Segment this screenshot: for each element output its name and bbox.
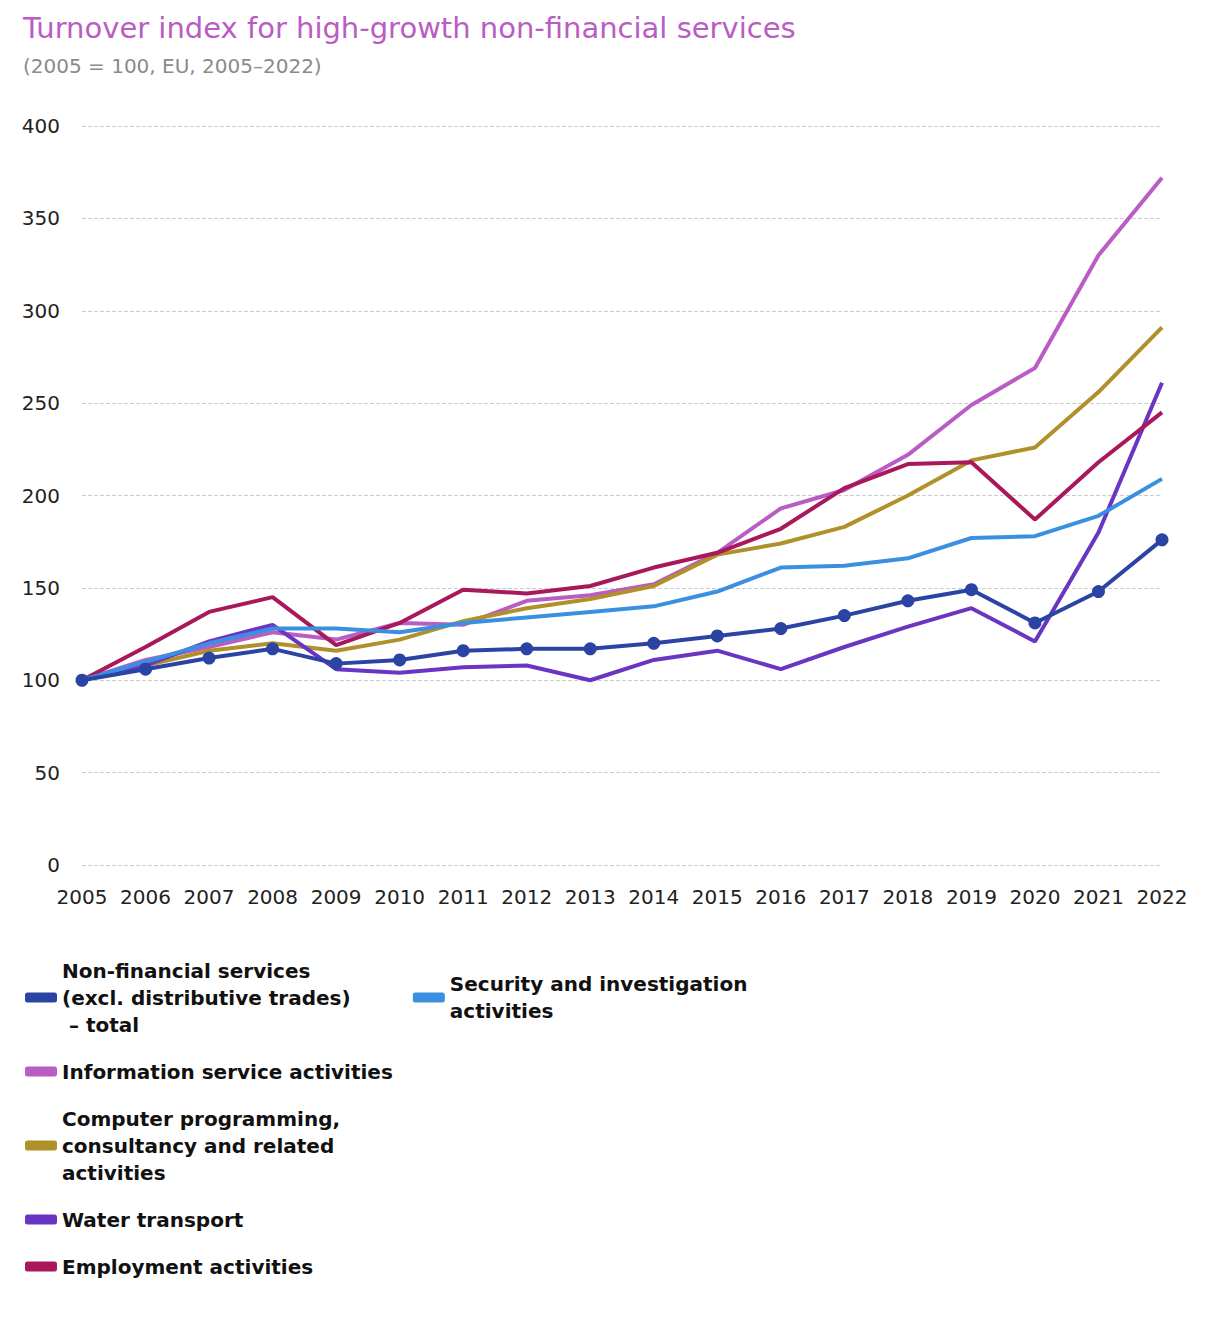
- svg-text:2005: 2005: [57, 885, 108, 909]
- svg-text:2017: 2017: [819, 885, 870, 909]
- svg-text:300: 300: [22, 299, 60, 323]
- svg-text:(excl. distributive trades): (excl. distributive trades): [62, 986, 351, 1010]
- svg-text:Computer programming,: Computer programming,: [62, 1107, 340, 1131]
- svg-text:50: 50: [35, 761, 60, 785]
- svg-text:consultancy and related: consultancy and related: [62, 1134, 334, 1158]
- svg-text:2014: 2014: [628, 885, 679, 909]
- svg-text:activities: activities: [62, 1161, 166, 1185]
- svg-text:2007: 2007: [184, 885, 235, 909]
- svg-text:Water transport: Water transport: [62, 1208, 244, 1232]
- svg-text:– total: – total: [62, 1013, 139, 1037]
- svg-text:Turnover index for high-growth: Turnover index for high-growth non-finan…: [22, 11, 796, 45]
- svg-text:2020: 2020: [1009, 885, 1060, 909]
- svg-text:2021: 2021: [1073, 885, 1124, 909]
- svg-text:0: 0: [47, 853, 60, 877]
- svg-text:Employment activities: Employment activities: [62, 1255, 313, 1279]
- svg-text:2009: 2009: [311, 885, 362, 909]
- svg-text:2012: 2012: [501, 885, 552, 909]
- svg-text:2018: 2018: [882, 885, 933, 909]
- svg-text:400: 400: [22, 114, 60, 138]
- svg-text:200: 200: [22, 484, 60, 508]
- svg-text:350: 350: [22, 206, 60, 230]
- svg-text:(2005 = 100, EU, 2005–2022): (2005 = 100, EU, 2005–2022): [23, 54, 322, 78]
- svg-text:2016: 2016: [755, 885, 806, 909]
- svg-text:250: 250: [22, 391, 60, 415]
- svg-text:activities: activities: [450, 999, 554, 1023]
- svg-text:2011: 2011: [438, 885, 489, 909]
- svg-text:150: 150: [22, 576, 60, 600]
- svg-text:Non-financial services: Non-financial services: [62, 959, 310, 983]
- svg-text:2010: 2010: [374, 885, 425, 909]
- svg-text:2006: 2006: [120, 885, 171, 909]
- svg-text:2015: 2015: [692, 885, 743, 909]
- svg-text:2013: 2013: [565, 885, 616, 909]
- svg-text:2008: 2008: [247, 885, 298, 909]
- svg-text:Security and investigation: Security and investigation: [450, 972, 748, 996]
- svg-text:2019: 2019: [946, 885, 997, 909]
- svg-text:100: 100: [22, 668, 60, 692]
- svg-text:2022: 2022: [1137, 885, 1188, 909]
- svg-text:Information service activities: Information service activities: [62, 1060, 393, 1084]
